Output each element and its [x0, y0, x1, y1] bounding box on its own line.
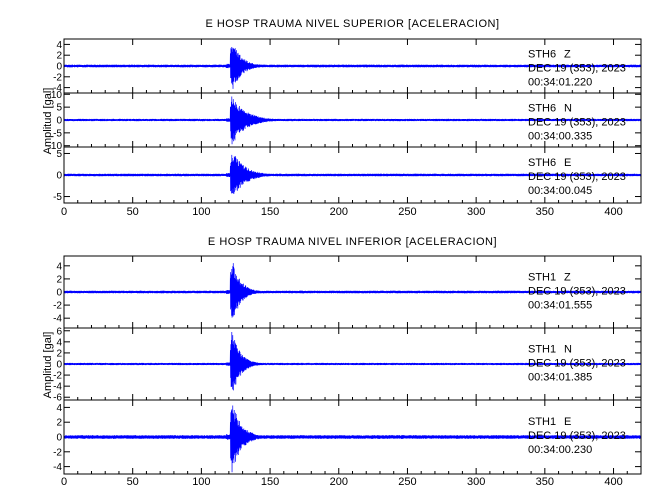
x-tick-label: 200 — [330, 206, 348, 218]
station-label: STH6 — [528, 102, 556, 114]
y-tick-label: 6 — [56, 326, 62, 337]
y-tick-label: -5 — [53, 128, 62, 139]
station-label: STH6 — [528, 157, 556, 169]
x-tick-label: 300 — [467, 206, 485, 218]
y-tick-label: 4 — [56, 403, 62, 414]
component-label: Z — [564, 271, 571, 283]
y-tick-label: -6 — [53, 393, 62, 404]
y-tick-label: 5 — [56, 103, 62, 114]
x-tick-label: 250 — [398, 206, 416, 218]
x-tick-label: 0 — [61, 206, 67, 218]
y-tick-label: -2 — [53, 371, 62, 382]
y-tick-label: 2 — [56, 274, 62, 285]
time-label: 00:34:00.230 — [528, 444, 592, 456]
y-tick-label: -2 — [53, 72, 62, 83]
y-tick-label: 4 — [56, 261, 62, 272]
y-tick-label: -5 — [53, 192, 62, 203]
y-tick-label: -4 — [53, 382, 62, 393]
x-tick-label: 50 — [127, 476, 139, 488]
station-label: STH1 — [528, 271, 556, 283]
y-tick-label: 4 — [56, 337, 62, 348]
y-tick-label: 0 — [56, 433, 62, 444]
y-tick-label: 0 — [56, 62, 62, 73]
y-tick-label: -4 — [53, 314, 62, 325]
x-tick-label: 100 — [192, 206, 210, 218]
time-label: 00:34:01.555 — [528, 299, 592, 311]
component-label: E — [564, 157, 571, 169]
y-tick-label: 0 — [56, 171, 62, 182]
component-label: N — [564, 343, 572, 355]
x-tick-label: 50 — [127, 206, 139, 218]
date-label: DEC 19 (353), 2023 — [528, 285, 626, 297]
time-label: 00:34:01.385 — [528, 371, 592, 383]
y-tick-label: 0 — [56, 288, 62, 299]
x-tick-label: 150 — [261, 476, 279, 488]
y-tick-label: 2 — [56, 418, 62, 429]
date-label: DEC 19 (353), 2023 — [528, 116, 626, 128]
x-tick-label: 400 — [604, 206, 622, 218]
date-label: DEC 19 (353), 2023 — [528, 357, 626, 369]
y-tick-label: -2 — [53, 447, 62, 458]
station-label: STH6 — [528, 48, 556, 60]
waveform-sth1-n — [63, 331, 642, 391]
x-tick-label: 200 — [330, 476, 348, 488]
station-label: STH1 — [528, 416, 556, 428]
waveform-sth6-n — [63, 96, 642, 145]
x-tick-label: 350 — [536, 206, 554, 218]
waveform-sth6-z — [63, 47, 642, 89]
x-tick-label: 250 — [398, 476, 416, 488]
waveform-sth1-z — [63, 263, 642, 318]
x-tick-label: 0 — [61, 476, 67, 488]
date-label: DEC 19 (353), 2023 — [528, 430, 626, 442]
y-tick-label: 0 — [56, 116, 62, 127]
time-label: 00:34:00.335 — [528, 130, 592, 142]
x-tick-label: 150 — [261, 206, 279, 218]
y-tick-label: 5 — [56, 149, 62, 160]
x-tick-label: 300 — [467, 476, 485, 488]
y-axis-label: Amplitud [gal] — [42, 88, 54, 155]
x-tick-label: 350 — [536, 476, 554, 488]
component-label: Z — [564, 48, 571, 60]
y-tick-label: -2 — [53, 301, 62, 312]
y-tick-label: 2 — [56, 51, 62, 62]
y-tick-label: 2 — [56, 348, 62, 359]
x-tick-label: 100 — [192, 476, 210, 488]
date-label: DEC 19 (353), 2023 — [528, 62, 626, 74]
time-label: 00:34:00.045 — [528, 185, 592, 197]
y-tick-label: -4 — [53, 83, 62, 94]
component-label: E — [564, 416, 571, 428]
y-tick-label: -4 — [53, 462, 62, 473]
y-tick-label: -10 — [48, 141, 63, 152]
y-tick-label: 0 — [56, 360, 62, 371]
waveform-sth6-e — [63, 154, 642, 194]
chart-title: E HOSP TRAUMA NIVEL INFERIOR [ACELERACIO… — [208, 236, 497, 248]
station-label: STH1 — [528, 343, 556, 355]
y-tick-label: 4 — [56, 40, 62, 51]
component-label: N — [564, 102, 572, 114]
waveform-sth1-e — [63, 405, 642, 473]
date-label: DEC 19 (353), 2023 — [528, 171, 626, 183]
chart-title: E HOSP TRAUMA NIVEL SUPERIOR [ACELERACIO… — [205, 18, 499, 30]
time-label: 00:34:01.220 — [528, 76, 592, 88]
y-axis-label: Amplitud [gal] — [42, 332, 54, 399]
y-tick-label: 10 — [51, 90, 63, 101]
x-tick-label: 400 — [604, 476, 622, 488]
